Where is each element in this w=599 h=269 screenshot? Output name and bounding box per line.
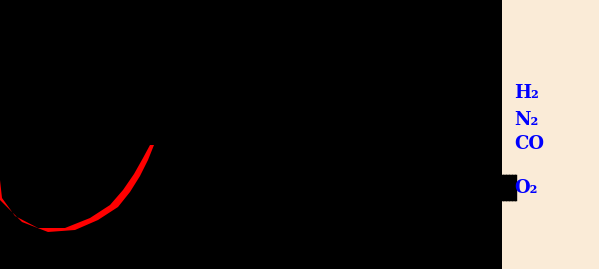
Text: CO: CO [514, 135, 544, 153]
Polygon shape [0, 95, 154, 232]
Text: N₂: N₂ [514, 111, 539, 129]
Text: O₂: O₂ [514, 179, 537, 197]
Bar [502, 0, 599, 269]
Text: H₂: H₂ [514, 84, 539, 102]
